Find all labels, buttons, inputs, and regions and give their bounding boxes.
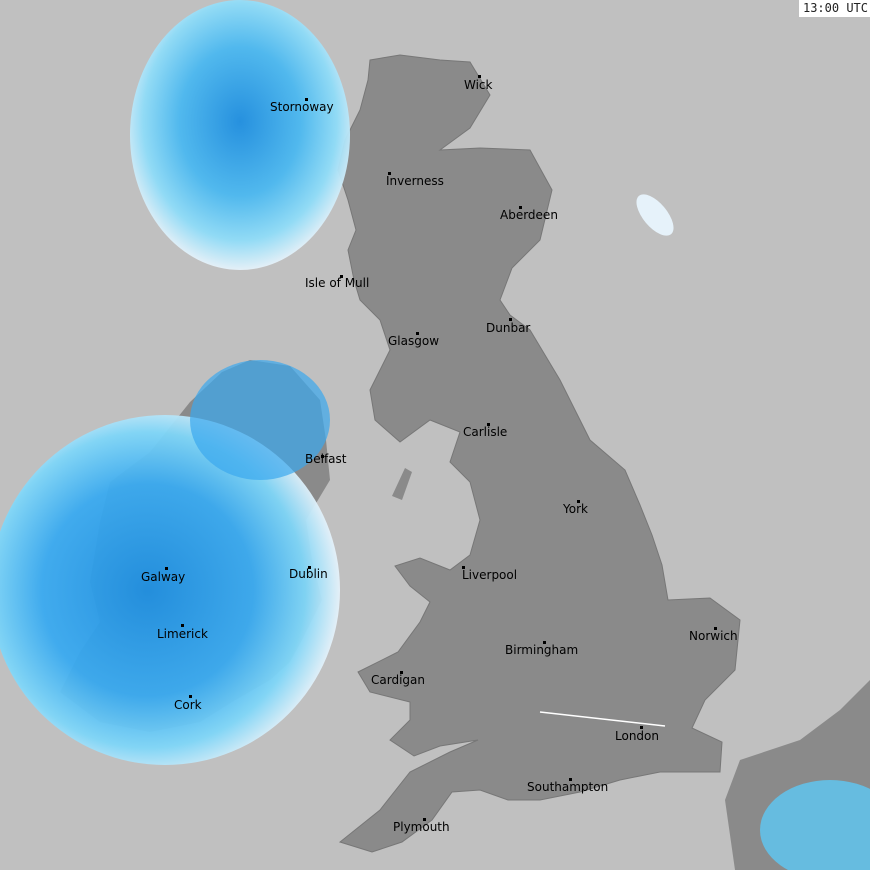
rain-area-continent: [760, 780, 870, 870]
city-label: Aberdeen: [500, 208, 558, 222]
city-label: Cork: [174, 698, 202, 712]
city-marker: [462, 566, 465, 569]
city-label: Wick: [464, 78, 493, 92]
city-marker: [577, 500, 580, 503]
isle-of-man: [392, 468, 412, 500]
city-marker: [416, 332, 419, 335]
thames: [539, 711, 666, 727]
city-label: Inverness: [386, 174, 444, 188]
city-marker: [189, 695, 192, 698]
city-marker: [569, 778, 572, 781]
rain-area-ireland: [0, 415, 340, 765]
city-label: Southampton: [527, 780, 609, 794]
city-label: Limerick: [157, 627, 208, 641]
city-marker: [340, 275, 343, 278]
city-marker: [543, 641, 546, 644]
city-label: York: [563, 502, 588, 516]
city-marker: [423, 818, 426, 821]
city-marker: [321, 455, 324, 458]
city-label: Isle of Mull: [305, 276, 370, 290]
city-label: Stornoway: [270, 100, 334, 114]
city-label: Dunbar: [486, 321, 531, 335]
city-label: Liverpool: [462, 568, 518, 582]
city-label: London: [615, 729, 659, 743]
city-marker: [640, 726, 643, 729]
city-marker: [308, 566, 311, 569]
city-label: Birmingham: [505, 643, 579, 657]
rain-area-hebrides: [130, 0, 350, 270]
city-marker: [400, 671, 403, 674]
city-label: Cardigan: [371, 673, 425, 687]
city-label: Norwich: [689, 629, 738, 643]
great-britain-land: [337, 54, 741, 853]
city-marker: [714, 627, 717, 630]
city-label: Glasgow: [388, 334, 440, 348]
city-marker: [519, 206, 522, 209]
city-marker: [181, 624, 184, 627]
city-marker: [487, 423, 490, 426]
timestamp-label: 13:00 UTC: [798, 0, 870, 17]
city-marker: [478, 75, 481, 78]
city-marker: [305, 98, 308, 101]
city-marker: [165, 567, 168, 570]
rain-area-moray: [636, 194, 674, 236]
city-label: Galway: [141, 570, 186, 584]
city-label: Plymouth: [393, 820, 450, 834]
city-label: Belfast: [305, 452, 347, 466]
city-marker: [509, 318, 512, 321]
city-label: Dublin: [289, 567, 328, 581]
city-marker: [388, 172, 391, 175]
city-label: Carlisle: [463, 425, 508, 439]
rain-area-ulster: [190, 360, 330, 480]
